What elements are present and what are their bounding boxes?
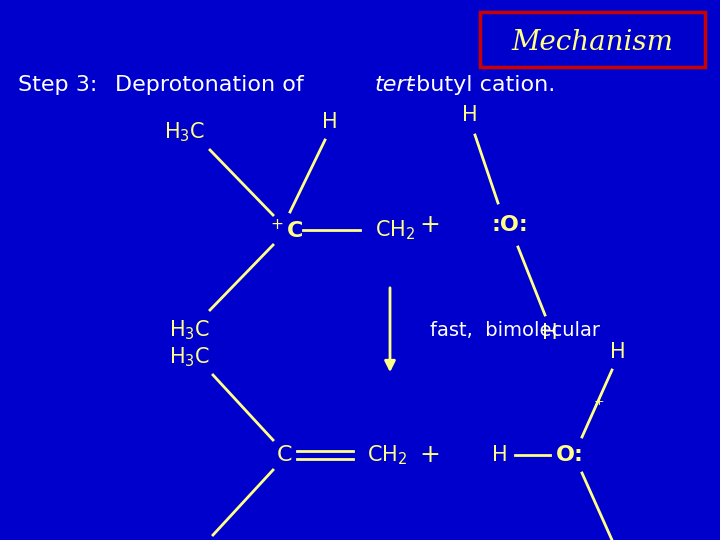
Text: C: C: [277, 445, 293, 465]
Text: Step 3:: Step 3:: [18, 75, 97, 95]
Text: tert: tert: [375, 75, 415, 95]
Text: $^+$: $^+$: [591, 396, 605, 414]
Bar: [480, 12, 705, 67]
Text: :O:: :O:: [492, 215, 528, 235]
Text: CH$_2$: CH$_2$: [367, 443, 408, 467]
Text: H: H: [322, 112, 338, 132]
Text: H: H: [542, 323, 558, 343]
Text: H$_3$C: H$_3$C: [169, 345, 210, 369]
Text: Deprotonation of: Deprotonation of: [115, 75, 311, 95]
Text: +: +: [420, 213, 441, 237]
Text: O:: O:: [556, 445, 584, 465]
Text: +: +: [420, 443, 441, 467]
Text: $^+$C: $^+$C: [266, 218, 303, 241]
Text: H$_3$C: H$_3$C: [169, 318, 210, 342]
Text: CH$_2$: CH$_2$: [375, 218, 415, 242]
Text: H: H: [610, 342, 626, 362]
Text: H$_3$C: H$_3$C: [164, 120, 206, 144]
Text: -butyl cation.: -butyl cation.: [408, 75, 555, 95]
Text: fast,  bimolecular: fast, bimolecular: [430, 321, 600, 340]
Text: H: H: [492, 445, 508, 465]
Text: H: H: [462, 105, 478, 125]
Text: Mechanism: Mechanism: [511, 29, 673, 56]
